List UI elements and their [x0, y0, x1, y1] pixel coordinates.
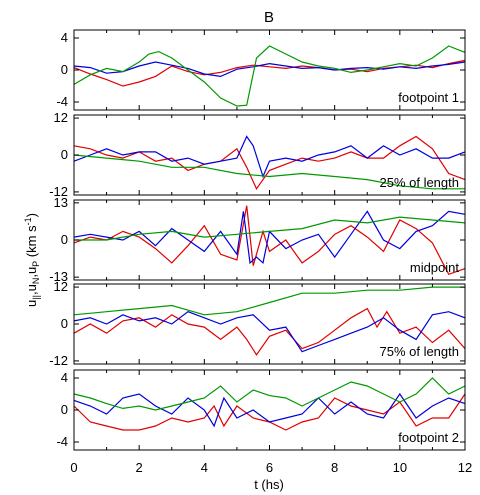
- chart-title: B: [264, 9, 274, 26]
- series-line-green: [73, 45, 466, 107]
- x-tick-label: 0: [70, 460, 77, 475]
- panel-frame: [73, 199, 466, 281]
- panel-label: footpoint 1: [398, 90, 459, 105]
- y-tick-label: -4: [56, 94, 68, 109]
- x-tick-label: 4: [201, 460, 208, 475]
- series-line-green: [73, 154, 465, 190]
- y-tick-label: 0: [61, 62, 68, 77]
- y-label-main: u: [24, 300, 39, 307]
- y-tick-label: -13: [49, 269, 68, 284]
- series-line-blue: [73, 210, 466, 265]
- series-line-red: [73, 205, 466, 276]
- panel-label: midpoint: [410, 260, 460, 275]
- series-line-red: [73, 307, 466, 356]
- y-label-sep2: ,u: [24, 267, 39, 278]
- y-tick-label: 4: [61, 30, 68, 45]
- x-axis-label: t (hs): [254, 477, 284, 492]
- y-tick-label: 0: [61, 402, 68, 417]
- y-label-close: ): [24, 213, 39, 217]
- panel-3: -13 0 13 midpoint: [49, 195, 466, 284]
- y-tick-label: 12: [54, 279, 68, 294]
- series-line-green: [74, 216, 466, 241]
- panel-5: -4 0 4 footpoint 2: [56, 369, 466, 451]
- y-label-sep1: ,u: [24, 284, 39, 295]
- y-label-sub1: ||: [31, 295, 41, 300]
- y-tick-label: 4: [61, 370, 68, 385]
- panel-label: 75% of length: [379, 344, 459, 359]
- x-tick-label: 8: [331, 460, 338, 475]
- y-tick-label: 0: [61, 232, 68, 247]
- y-tick-label: 12: [54, 110, 68, 125]
- y-label-sub3: P: [31, 261, 41, 267]
- panel-label: 25% of length: [379, 175, 459, 190]
- y-tick-label: 0: [61, 316, 68, 331]
- panel-4: -12 0 12 75% of length: [49, 279, 466, 368]
- y-tick-label: -12: [49, 353, 68, 368]
- x-tick-label: 12: [458, 460, 472, 475]
- series-line-red: [73, 393, 466, 431]
- y-label-unit: (km s: [24, 225, 39, 261]
- panel-2: -12 0 12 25% of length: [49, 110, 466, 199]
- x-tick-label: 2: [136, 460, 143, 475]
- panel-1: -4 0 4 footpoint 1: [56, 29, 466, 111]
- x-tick-label: 6: [266, 460, 273, 475]
- series-line-blue: [73, 61, 466, 78]
- y-tick-label: -12: [49, 184, 68, 199]
- x-tick-label: 10: [393, 460, 407, 475]
- series-line-green: [73, 286, 465, 316]
- series-line-blue: [73, 392, 466, 428]
- y-tick-label: 0: [61, 147, 68, 162]
- y-label-sup: -1: [23, 217, 33, 225]
- series-line-red: [73, 135, 466, 190]
- series-line-blue: [73, 311, 466, 353]
- y-axis-label: u||,uN,uP (km s-1): [23, 213, 41, 307]
- y-tick-label: -4: [56, 434, 68, 449]
- panel-label: footpoint 2: [398, 430, 459, 445]
- y-label-sub2: N: [31, 278, 41, 285]
- series-line-green: [73, 377, 466, 411]
- y-tick-label: 13: [54, 195, 68, 210]
